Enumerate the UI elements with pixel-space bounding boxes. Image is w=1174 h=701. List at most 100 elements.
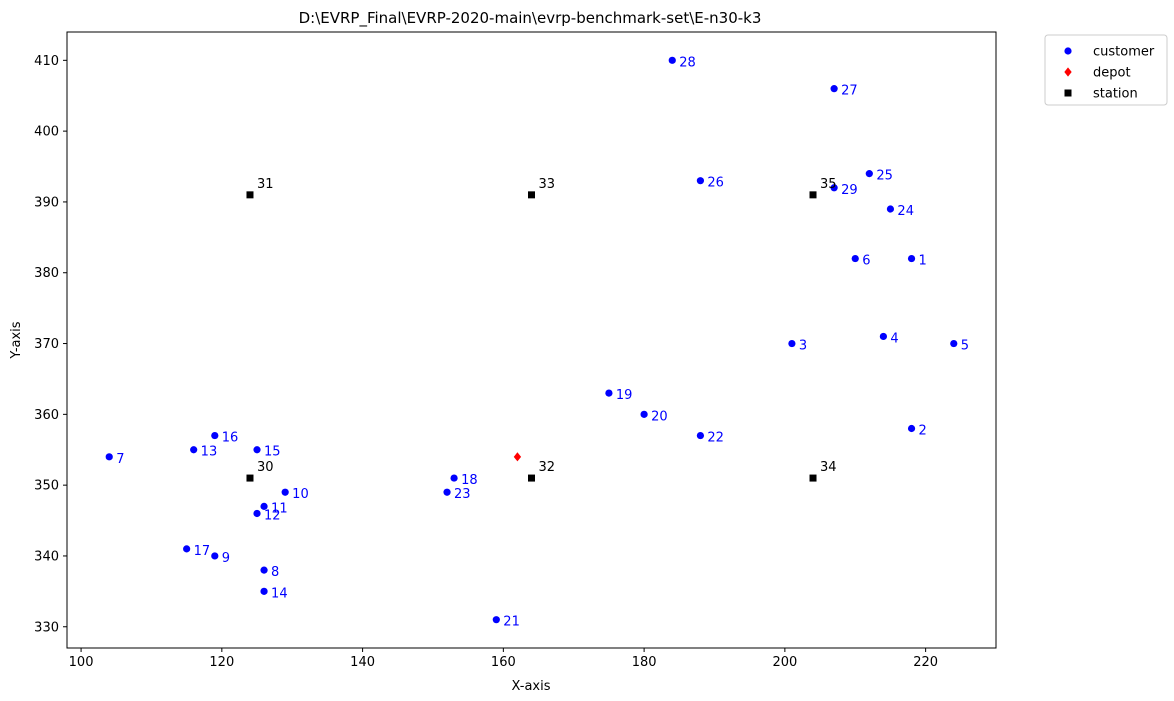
customer-point	[253, 509, 261, 518]
customer-point	[788, 339, 796, 348]
customer-point	[260, 587, 268, 595]
customer-point-label: 9	[222, 551, 230, 566]
customer-point	[886, 205, 895, 213]
customer-point-label: 1	[919, 254, 927, 269]
customer-point	[211, 552, 219, 560]
customer-point	[696, 431, 705, 440]
customer-point	[190, 446, 198, 454]
customer-point	[105, 453, 113, 461]
customer-point-label: 28	[679, 55, 696, 70]
customer-point	[640, 410, 648, 418]
customer-point	[830, 184, 838, 192]
point-labels: 123 4 567891011121314151617181920212223242…	[116, 55, 969, 629]
legend-depot-label: depot	[1093, 66, 1131, 81]
customer-point-label: 15	[264, 445, 281, 460]
customer-point	[492, 616, 500, 624]
station-point-label: 33	[539, 177, 556, 192]
customer-point-label: 2	[919, 424, 927, 439]
customer-point-label: 14	[271, 586, 288, 601]
customer-point	[879, 332, 887, 341]
customer-point-label: 16	[222, 431, 239, 446]
customer-point	[183, 545, 191, 553]
customer-point-label: 25	[876, 169, 893, 184]
customer-point-label: 26	[707, 176, 724, 191]
customer-point-label: 22	[707, 431, 724, 446]
data-points	[105, 56, 958, 624]
station-point	[246, 474, 254, 482]
y-tick-label: 400	[34, 125, 59, 140]
station-point-label: 32	[539, 460, 556, 475]
customer-point	[668, 56, 676, 64]
station-point	[246, 191, 254, 199]
x-tick-label: 120	[209, 655, 234, 670]
x-tick-label: 180	[632, 655, 657, 670]
customer-point-label: 6	[862, 254, 870, 269]
customer-point-label: 12	[264, 508, 281, 523]
customer-point	[260, 502, 268, 510]
x-tick-label: 160	[491, 655, 516, 670]
legend-depot-marker	[1064, 67, 1072, 77]
customer-point-label: 7	[116, 452, 124, 467]
customer-point-label: 11	[271, 501, 288, 516]
customer-point-label: 29	[841, 183, 858, 198]
legend-customer-label: customer	[1093, 45, 1155, 60]
customer-point-label: 10	[292, 487, 309, 502]
chart-title: D:\EVRP_Final\EVRP-2020-main\evrp-benchm…	[299, 9, 762, 28]
station-point	[809, 474, 817, 482]
customer-point	[450, 474, 458, 482]
y-axis-ticks: 330 340 350 360 370 380 390 400 410	[34, 54, 67, 635]
legend-customer-marker	[1064, 47, 1072, 55]
y-tick-label: 330	[34, 620, 59, 635]
x-tick-label: 100	[69, 655, 94, 670]
customer-point	[851, 254, 859, 263]
customer-point	[907, 254, 916, 263]
legend-frame	[1044, 34, 1168, 106]
station-point	[809, 191, 817, 199]
customer-point-label: 18	[461, 473, 478, 488]
customer-point	[696, 177, 705, 185]
customer-point	[605, 389, 613, 397]
customer-point	[281, 488, 289, 496]
customer-point-label: 13	[201, 445, 218, 460]
x-tick-label: 140	[350, 655, 375, 670]
depot-point	[513, 452, 522, 462]
customer-point-label: 3	[799, 339, 807, 354]
y-tick-label: 390	[34, 195, 59, 210]
legend-station-label: station	[1093, 87, 1138, 102]
y-tick-label: 350	[34, 479, 59, 494]
plot-area-frame	[66, 31, 997, 649]
x-tick-label: 220	[913, 655, 938, 670]
customer-point-label: 19	[616, 388, 633, 403]
customer-point	[950, 339, 958, 348]
legend-station-marker	[1064, 89, 1072, 97]
customer-point-label: 21	[503, 615, 520, 630]
customer-point-label: 4	[890, 331, 898, 346]
customer-point-label: 5	[961, 339, 969, 354]
y-tick-label: 410	[34, 54, 59, 69]
y-tick-label: 380	[34, 266, 59, 281]
legend: customer depot station	[1044, 34, 1168, 106]
customer-point-label: 20	[651, 409, 668, 424]
customer-point-label: 17	[194, 544, 211, 559]
station-point-label: 35	[820, 177, 837, 192]
x-axis-ticks: 100 120 140 160 180 200 220	[69, 648, 938, 670]
x-tick-label: 200	[772, 655, 797, 670]
station-point-label: 30	[257, 460, 274, 475]
station-point	[528, 474, 535, 482]
customer-point	[260, 566, 268, 574]
customer-point-label: 23	[454, 487, 471, 502]
customer-point	[907, 424, 916, 433]
customer-point-label: 24	[897, 204, 914, 219]
y-axis-title: Y-axis	[9, 321, 24, 359]
customer-point-label: 8	[271, 565, 279, 580]
customer-point	[830, 85, 838, 93]
station-point-label: 31	[257, 177, 274, 192]
y-tick-label: 360	[34, 408, 59, 423]
customer-point	[253, 446, 261, 454]
customer-point	[443, 488, 451, 496]
customer-point-label: 27	[841, 84, 858, 99]
y-tick-label: 370	[34, 337, 59, 352]
customer-point	[211, 431, 219, 440]
x-axis-title: X-axis	[512, 679, 551, 694]
